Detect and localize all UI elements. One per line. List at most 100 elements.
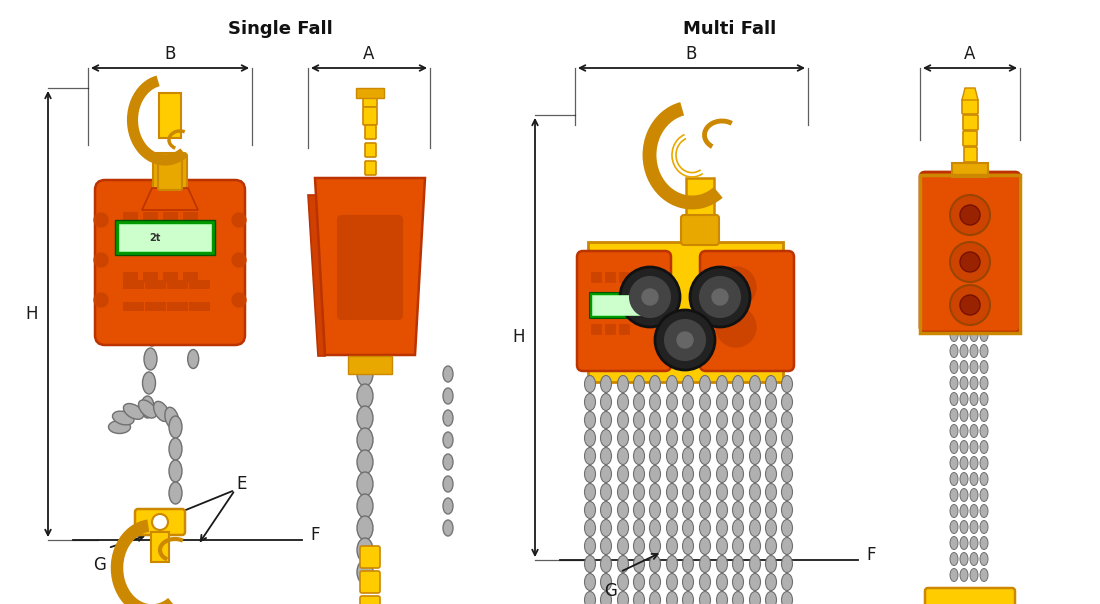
Ellipse shape — [749, 556, 760, 573]
Ellipse shape — [950, 504, 958, 518]
Ellipse shape — [634, 501, 645, 518]
Ellipse shape — [749, 393, 760, 411]
Circle shape — [960, 252, 980, 272]
Ellipse shape — [362, 220, 378, 244]
Ellipse shape — [716, 483, 727, 501]
Ellipse shape — [187, 326, 198, 344]
Ellipse shape — [601, 501, 612, 518]
Ellipse shape — [749, 519, 760, 536]
Ellipse shape — [781, 393, 792, 411]
Ellipse shape — [667, 591, 678, 604]
Ellipse shape — [649, 591, 660, 604]
Ellipse shape — [950, 440, 958, 454]
Ellipse shape — [601, 556, 612, 573]
Ellipse shape — [584, 393, 595, 411]
Ellipse shape — [617, 501, 628, 518]
Ellipse shape — [682, 574, 693, 591]
Bar — [592, 295, 641, 315]
Ellipse shape — [682, 591, 693, 604]
Ellipse shape — [716, 448, 727, 464]
Ellipse shape — [634, 466, 645, 483]
Ellipse shape — [358, 450, 373, 474]
Ellipse shape — [634, 393, 645, 411]
Ellipse shape — [716, 501, 727, 518]
Ellipse shape — [733, 591, 744, 604]
Ellipse shape — [980, 376, 988, 390]
FancyBboxPatch shape — [338, 216, 402, 319]
Ellipse shape — [358, 538, 373, 562]
Ellipse shape — [970, 472, 978, 486]
Ellipse shape — [700, 376, 711, 393]
Ellipse shape — [970, 568, 978, 582]
Ellipse shape — [700, 411, 711, 428]
Ellipse shape — [169, 416, 182, 438]
Ellipse shape — [601, 376, 612, 393]
Ellipse shape — [682, 519, 693, 536]
Ellipse shape — [634, 411, 645, 428]
Ellipse shape — [649, 429, 660, 446]
Ellipse shape — [733, 574, 744, 591]
Ellipse shape — [617, 411, 628, 428]
Ellipse shape — [781, 429, 792, 446]
Ellipse shape — [443, 410, 453, 426]
Bar — [920, 175, 1020, 333]
Ellipse shape — [584, 501, 595, 518]
Bar — [123, 212, 138, 222]
Circle shape — [232, 213, 246, 227]
Bar — [116, 220, 214, 255]
Ellipse shape — [980, 472, 988, 486]
Ellipse shape — [716, 393, 727, 411]
Ellipse shape — [634, 538, 645, 554]
Ellipse shape — [950, 361, 958, 373]
Ellipse shape — [700, 519, 711, 536]
Ellipse shape — [358, 362, 373, 386]
Ellipse shape — [362, 286, 378, 310]
Ellipse shape — [358, 560, 373, 584]
Ellipse shape — [617, 393, 628, 411]
Ellipse shape — [601, 429, 612, 446]
Ellipse shape — [667, 411, 678, 428]
Ellipse shape — [634, 574, 645, 591]
Ellipse shape — [980, 553, 988, 565]
Ellipse shape — [766, 574, 777, 591]
Circle shape — [676, 332, 693, 348]
Bar — [605, 324, 615, 334]
Bar — [123, 272, 138, 282]
Ellipse shape — [649, 574, 660, 591]
Ellipse shape — [766, 448, 777, 464]
Ellipse shape — [682, 429, 693, 446]
FancyBboxPatch shape — [360, 596, 379, 604]
Ellipse shape — [781, 591, 792, 604]
Circle shape — [654, 310, 715, 370]
Ellipse shape — [601, 448, 612, 464]
Text: E: E — [236, 475, 248, 493]
Circle shape — [950, 242, 990, 282]
FancyBboxPatch shape — [962, 131, 977, 146]
Ellipse shape — [970, 361, 978, 373]
Ellipse shape — [960, 425, 968, 437]
Ellipse shape — [700, 393, 711, 411]
Ellipse shape — [733, 466, 744, 483]
Ellipse shape — [667, 501, 678, 518]
Ellipse shape — [960, 329, 968, 341]
Ellipse shape — [617, 591, 628, 604]
Circle shape — [94, 253, 108, 267]
Ellipse shape — [634, 376, 645, 393]
Ellipse shape — [980, 408, 988, 422]
Bar — [591, 298, 601, 308]
Ellipse shape — [188, 350, 199, 368]
Bar — [123, 302, 143, 310]
Bar — [619, 324, 629, 334]
Bar — [591, 324, 601, 334]
FancyBboxPatch shape — [365, 161, 376, 175]
Ellipse shape — [634, 448, 645, 464]
Ellipse shape — [682, 501, 693, 518]
Ellipse shape — [950, 489, 958, 501]
Ellipse shape — [960, 393, 968, 405]
Ellipse shape — [716, 466, 727, 483]
Ellipse shape — [749, 483, 760, 501]
Bar — [183, 272, 197, 282]
Ellipse shape — [112, 411, 134, 425]
Ellipse shape — [358, 472, 373, 496]
Ellipse shape — [358, 516, 373, 540]
